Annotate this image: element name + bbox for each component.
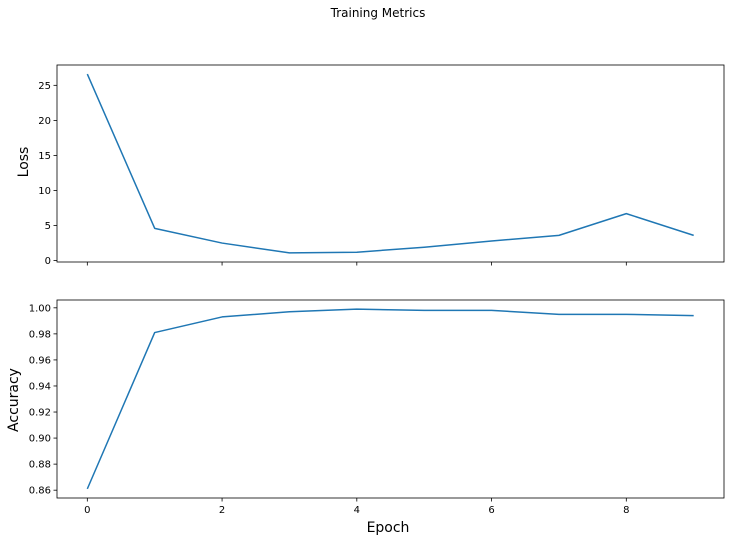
accuracy-x-tick-label: 2 [219,505,225,516]
accuracy-y-tick-label: 0.90 [29,434,51,445]
x-axis-label: Epoch [367,520,410,536]
accuracy-x-tick-label: 4 [354,505,360,516]
accuracy-x-tick-label: 8 [623,505,629,516]
accuracy-subplot: Accuracy Epoch 0.86 0.88 0.90 0.92 0.94 0.96 0… [6,299,725,536]
loss-y-tick-label: 25 [38,81,51,92]
accuracy-y-tick-label: 0.92 [29,408,51,419]
figure-title: Training Metrics [330,6,426,20]
loss-y-axis-label: Loss [16,147,32,178]
accuracy-series-line [86,308,694,490]
accuracy-x-tick-label: 6 [488,505,494,516]
accuracy-axes-frame [56,299,725,499]
loss-series-line [86,73,694,254]
accuracy-y-axis-label: Accuracy [6,368,22,432]
loss-y-tick-label: 5 [45,221,51,232]
loss-y-tick-label: 20 [38,116,51,127]
loss-y-tick-label: 15 [38,151,51,162]
accuracy-y-tick-label: 0.86 [29,486,51,497]
accuracy-x-tick-label: 0 [84,505,90,516]
accuracy-y-tick-label: 0.94 [29,381,51,392]
accuracy-y-tick-label: 0.96 [29,355,51,366]
accuracy-y-tick-label: 0.88 [29,460,51,471]
loss-subplot: Loss 0 5 10 15 20 25 [16,64,725,267]
loss-y-tick-label: 0 [45,256,51,267]
accuracy-y-tick-label: 1.00 [29,303,51,314]
accuracy-y-tick-label: 0.98 [29,329,51,340]
loss-axes-frame [56,64,725,263]
loss-y-tick-label: 10 [38,186,51,197]
